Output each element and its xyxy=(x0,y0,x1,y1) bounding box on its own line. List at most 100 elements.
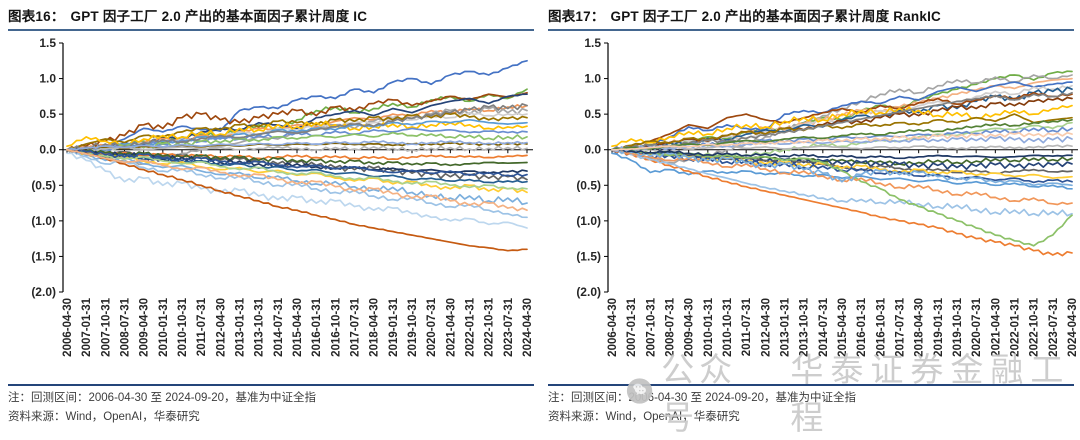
backtest-note: 注：回测区间：2006-04-30 至 2024-09-20，基准为中证全指 xyxy=(548,392,857,404)
x-tick-label: 2019-10-31 xyxy=(952,297,964,356)
x-tick-label: 2010-10-31 xyxy=(722,297,734,356)
x-tick-label: 2023-07-31 xyxy=(503,297,515,356)
rankic-cumulative-line-chart: 1.5 1.0 0.5 0.0 (0.5) (1.0) (1.5) (2.0) 2006-04-… xyxy=(576,36,1079,357)
series-line xyxy=(611,131,1073,151)
panel-rankic: 图表17： GPT 因子工厂 2.0 产出的基本面因子累计周度 RankIC 1.… xyxy=(540,0,1080,440)
x-tick-label: 2014-07-31 xyxy=(818,297,830,356)
x-tick-label: 2019-10-31 xyxy=(407,297,419,356)
series-line xyxy=(611,148,1073,160)
x-tick-label: 2012-04-30 xyxy=(215,298,227,357)
y-tick-label: 1.5 xyxy=(39,36,56,50)
x-tick-label: 2016-10-31 xyxy=(875,297,887,356)
y-tick-label: 1.0 xyxy=(39,72,56,86)
x-tick-label: 2014-07-31 xyxy=(273,297,285,356)
x-tick-label: 2010-01-31 xyxy=(703,297,715,356)
series-line xyxy=(66,147,528,178)
figure-title-ic: 图表16： GPT 因子工厂 2.0 产出的基本面因子累计周度 IC xyxy=(8,5,534,25)
x-tick-label: 2016-01-31 xyxy=(311,297,323,356)
series-line xyxy=(66,103,528,153)
figure-label: 图表17： xyxy=(548,9,605,24)
figure-label: 图表16： xyxy=(8,9,65,24)
x-tick-label: 2007-10-31 xyxy=(645,297,657,356)
series-line xyxy=(611,113,1073,151)
x-tick-label: 2015-04-30 xyxy=(837,298,849,357)
x-tick-label: 2024-04-30 xyxy=(522,298,534,357)
x-tick-label: 2021-04-30 xyxy=(445,298,457,357)
figure-title-text: GPT 因子工厂 2.0 产出的基本面因子累计周度 IC xyxy=(70,9,368,24)
x-tick-label: 2021-04-30 xyxy=(990,298,1002,357)
series-line xyxy=(66,59,528,152)
y-tick-label: 1.5 xyxy=(584,36,601,50)
x-tick-label: 2020-07-31 xyxy=(971,297,983,356)
y-tick-label: (2.0) xyxy=(31,285,56,299)
title-underline xyxy=(548,29,1074,31)
series-line xyxy=(611,152,1073,190)
series-line xyxy=(611,144,1073,153)
x-tick-label: 2022-01-31 xyxy=(465,297,477,356)
series-line xyxy=(66,148,528,252)
x-tick-label: 2022-10-31 xyxy=(1029,297,1041,356)
series-line xyxy=(66,148,528,191)
x-tick-label: 2010-01-31 xyxy=(158,297,170,356)
x-tick-label: 2023-07-31 xyxy=(1048,297,1060,356)
data-source-note: 资料来源：Wind，OpenAI，华泰研究 xyxy=(8,411,200,423)
x-tick-label: 2008-07-31 xyxy=(120,297,132,356)
x-tick-label: 2008-07-31 xyxy=(665,297,677,356)
x-tick-label: 2007-01-31 xyxy=(626,297,638,356)
x-tick-label: 2009-04-30 xyxy=(139,298,151,357)
x-tick-label: 2022-10-31 xyxy=(484,297,496,356)
series-line xyxy=(66,140,528,151)
series-line xyxy=(66,91,528,151)
x-tick-label: 2024-04-30 xyxy=(1067,298,1079,357)
y-tick-label: 0.5 xyxy=(584,107,601,121)
series-line xyxy=(66,148,528,206)
x-tick-label: 2019-01-31 xyxy=(388,297,400,356)
series-line xyxy=(611,148,1073,257)
x-tick-label: 2011-07-31 xyxy=(741,297,753,356)
x-tick-label: 2009-04-30 xyxy=(684,298,696,357)
x-tick-label: 2019-01-31 xyxy=(933,297,945,356)
y-tick-label: (0.5) xyxy=(31,178,56,192)
x-tick-label: 2006-04-30 xyxy=(62,298,74,357)
y-tick-label: 0.0 xyxy=(39,143,56,157)
panel-ic: 图表16： GPT 因子工厂 2.0 产出的基本面因子累计周度 IC 1.5 1.0… xyxy=(8,5,534,423)
y-tick-label: 0.0 xyxy=(584,143,601,157)
x-tick-label: 2016-10-31 xyxy=(330,297,342,356)
x-tick-label: 2011-07-31 xyxy=(196,297,208,356)
y-tick-label: (1.5) xyxy=(31,249,56,263)
ic-cumulative-line-chart: 1.5 1.0 0.5 0.0 (0.5) (1.0) (1.5) (2.0) 2006-04-… xyxy=(31,36,534,357)
series-line xyxy=(66,145,528,153)
x-tick-label: 2022-01-31 xyxy=(1010,297,1022,356)
series-line xyxy=(66,147,528,167)
x-tick-label: 2012-04-30 xyxy=(760,298,772,357)
figure-title-rankic: 图表17： GPT 因子工厂 2.0 产出的基本面因子累计周度 RankIC xyxy=(548,5,1074,25)
series-line xyxy=(611,148,1073,217)
y-tick-label: (1.5) xyxy=(576,249,601,263)
series-line xyxy=(66,131,528,155)
figure-title-text: GPT 因子工厂 2.0 产出的基本面因子累计周度 RankIC xyxy=(610,9,941,24)
x-tick-label: 2013-01-31 xyxy=(235,297,247,356)
x-tick-label: 2013-01-31 xyxy=(780,297,792,356)
y-tick-label: (2.0) xyxy=(576,285,601,299)
y-tick-label: (1.0) xyxy=(31,214,56,228)
title-underline xyxy=(8,29,534,31)
series-line xyxy=(611,104,1073,148)
x-tick-label: 2013-10-31 xyxy=(254,297,266,356)
footer-rule xyxy=(548,384,1074,386)
series-line xyxy=(611,147,1073,187)
series-line xyxy=(611,118,1073,151)
series-line xyxy=(611,81,1073,153)
y-tick-label: (1.0) xyxy=(576,214,601,228)
series-line xyxy=(66,148,528,212)
y-tick-label: 0.5 xyxy=(39,107,56,121)
series-line xyxy=(611,70,1073,151)
x-tick-label: 2020-07-31 xyxy=(426,297,438,356)
backtest-note: 注：回测区间：2006-04-30 至 2024-09-20，基准为中证全指 xyxy=(8,392,317,404)
series-line xyxy=(66,93,528,154)
series-line xyxy=(611,148,1073,171)
x-tick-label: 2007-01-31 xyxy=(81,297,93,356)
x-tick-label: 2017-07-31 xyxy=(350,297,362,356)
x-tick-label: 2018-04-30 xyxy=(914,298,926,357)
x-tick-label: 2016-01-31 xyxy=(856,297,868,356)
